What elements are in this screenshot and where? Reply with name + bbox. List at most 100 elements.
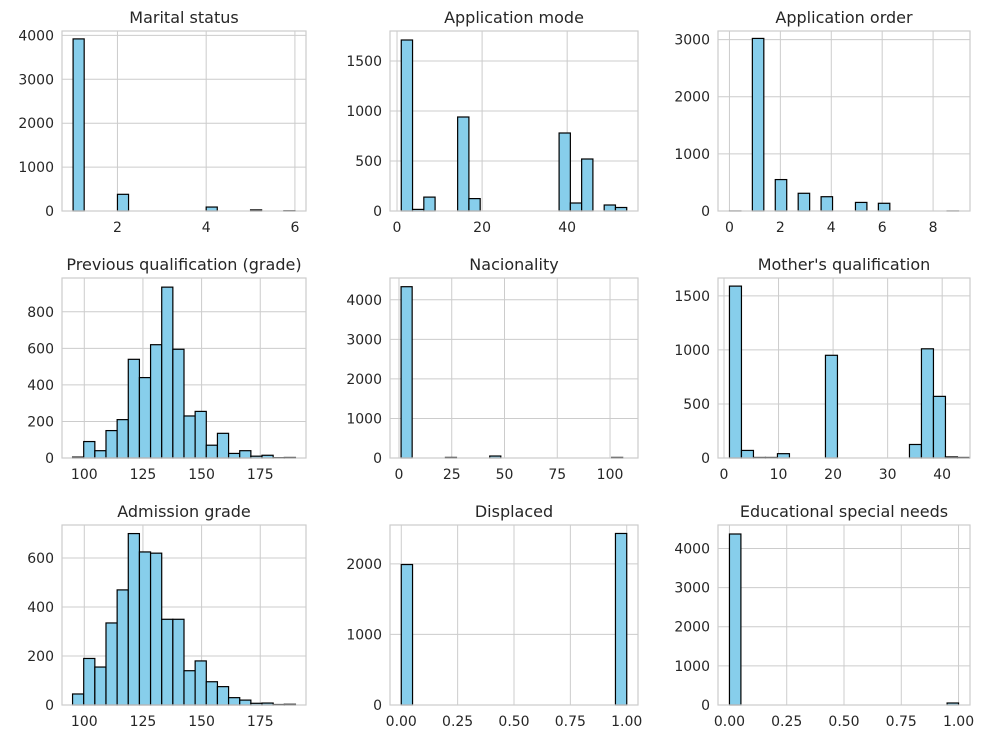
y-tick-label: 1000: [346, 104, 382, 120]
histogram-bar: [149, 552, 163, 706]
y-tick-label: 0: [45, 698, 54, 714]
histogram-bar: [227, 452, 241, 459]
x-tick-label: 175: [247, 714, 274, 730]
x-tick-label: 6: [290, 220, 299, 236]
x-tick-label: 25: [443, 467, 461, 483]
histogram-bar: [194, 410, 207, 459]
y-tick-label: 1500: [346, 54, 382, 70]
x-tick-label: 8: [929, 220, 938, 236]
histogram-bar: [400, 563, 414, 706]
histogram-bar: [161, 286, 174, 459]
histogram-bar: [854, 201, 868, 212]
histogram-bar: [138, 551, 152, 706]
histogram-bar: [728, 285, 743, 459]
y-tick-label: 3000: [674, 33, 710, 49]
histogram-bar: [239, 699, 252, 706]
y-tick-label: 1000: [674, 343, 710, 359]
histogram-bar: [216, 432, 230, 459]
chart-title: Displaced: [475, 502, 553, 521]
x-tick-label: 10: [770, 467, 788, 483]
x-tick-label: 1.00: [943, 714, 974, 730]
histogram-panel: 0 20 40 0 500 1000 1500 Application mode: [346, 8, 639, 236]
y-tick-label: 2000: [674, 90, 710, 106]
histogram-bar: [83, 440, 96, 459]
x-tick-label: 0.75: [555, 714, 586, 730]
chart-title: Application order: [775, 8, 913, 27]
histogram-bar: [183, 415, 196, 459]
histogram-bar: [94, 450, 107, 459]
y-tick-label: 0: [45, 451, 54, 467]
y-tick-label: 400: [27, 600, 54, 616]
histogram-bar: [105, 622, 118, 706]
histogram-bar: [774, 178, 788, 212]
x-tick-label: 0: [395, 467, 404, 483]
y-tick-label: 2000: [346, 557, 382, 573]
x-tick-label: 150: [188, 467, 215, 483]
histogram-bar: [400, 286, 413, 459]
x-tick-label: 0.25: [771, 714, 802, 730]
histogram-bar: [751, 37, 765, 212]
axes-frame: [61, 277, 307, 459]
chart-title: Application mode: [444, 8, 584, 27]
y-tick-label: 1000: [346, 411, 382, 427]
y-tick-label: 0: [373, 204, 382, 220]
x-tick-label: 6: [878, 220, 887, 236]
x-tick-label: 125: [130, 714, 157, 730]
histogram-panel: 2 4 6 0 1000 2000 3000 4000 Marital status: [18, 8, 307, 236]
histogram-bar: [239, 450, 252, 459]
x-tick-label: 150: [188, 714, 215, 730]
y-tick-label: 400: [27, 378, 54, 394]
chart-title: Previous qualification (grade): [66, 255, 301, 274]
y-tick-label: 0: [701, 451, 710, 467]
x-tick-label: 40: [558, 220, 576, 236]
x-tick-label: 100: [71, 467, 98, 483]
axes-frame: [389, 524, 639, 706]
histogram-bar: [558, 132, 571, 212]
x-tick-label: 125: [130, 467, 157, 483]
histogram-bar: [820, 196, 834, 212]
y-tick-label: 1000: [346, 627, 382, 643]
y-tick-label: 0: [373, 698, 382, 714]
y-tick-label: 2000: [18, 116, 54, 132]
y-tick-label: 0: [701, 698, 710, 714]
x-tick-label: 40: [933, 467, 951, 483]
chart-title: Admission grade: [117, 502, 251, 521]
histogram-bar: [728, 533, 742, 706]
y-tick-label: 500: [683, 397, 710, 413]
y-tick-label: 4000: [674, 541, 710, 557]
y-tick-label: 3000: [18, 72, 54, 88]
y-tick-label: 4000: [346, 293, 382, 309]
x-tick-label: 100: [597, 467, 624, 483]
x-tick-label: 75: [548, 467, 566, 483]
histogram-bar: [205, 681, 219, 706]
histogram-bar: [94, 666, 107, 706]
histogram-panel: 0.00 0.25 0.50 0.75 1.00 0 1000 2000 Displaced: [346, 502, 642, 730]
histogram-bar: [183, 670, 196, 706]
histogram-bar: [127, 532, 141, 706]
y-tick-label: 2000: [346, 372, 382, 388]
x-tick-label: 100: [71, 714, 98, 730]
axes-frame: [717, 524, 971, 706]
histogram-bar: [797, 192, 811, 212]
axes-frame: [717, 30, 971, 212]
histogram-bar: [138, 376, 152, 459]
histogram-bar: [172, 348, 185, 459]
histogram-bar: [172, 618, 185, 706]
histogram-bar: [423, 196, 436, 212]
y-tick-label: 500: [355, 154, 382, 170]
y-tick-label: 1000: [674, 659, 710, 675]
histogram-bar: [116, 589, 129, 706]
x-tick-label: 2: [776, 220, 785, 236]
histogram-bar: [614, 532, 628, 706]
histogram-bar: [581, 158, 594, 212]
y-tick-label: 200: [27, 649, 54, 665]
x-tick-label: 2: [113, 220, 122, 236]
histogram-bar: [400, 39, 414, 212]
y-tick-label: 1500: [674, 289, 710, 305]
histogram-bar: [83, 657, 96, 706]
x-tick-label: 4: [202, 220, 211, 236]
x-tick-label: 0.00: [714, 714, 745, 730]
histogram-panel: 100 125 150 175 0 200 400 600 Admission grade: [27, 502, 307, 730]
